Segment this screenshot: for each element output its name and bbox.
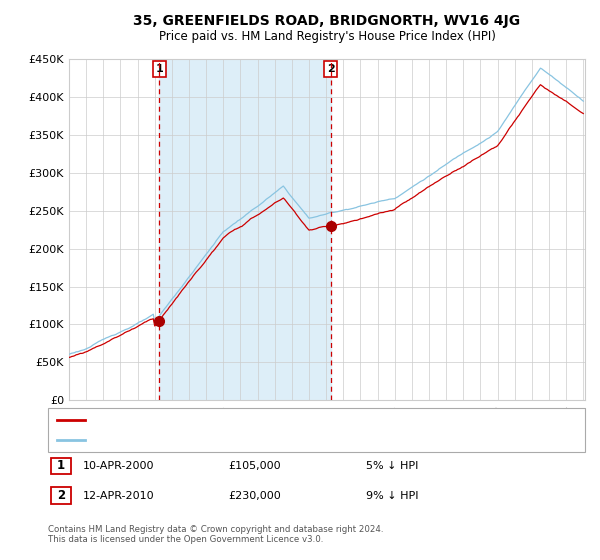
Text: 12-APR-2010: 12-APR-2010 [83, 491, 154, 501]
Text: HPI: Average price, detached house, Shropshire: HPI: Average price, detached house, Shro… [89, 435, 326, 445]
Text: 5% ↓ HPI: 5% ↓ HPI [366, 461, 418, 471]
Text: 35, GREENFIELDS ROAD, BRIDGNORTH, WV16 4JG (detached house): 35, GREENFIELDS ROAD, BRIDGNORTH, WV16 4… [89, 415, 429, 425]
Text: Price paid vs. HM Land Registry's House Price Index (HPI): Price paid vs. HM Land Registry's House … [158, 30, 496, 43]
Text: £230,000: £230,000 [228, 491, 281, 501]
Bar [160, 59, 331, 400]
Text: 9% ↓ HPI: 9% ↓ HPI [366, 491, 419, 501]
Text: 10-APR-2000: 10-APR-2000 [83, 461, 154, 471]
Text: 35, GREENFIELDS ROAD, BRIDGNORTH, WV16 4JG: 35, GREENFIELDS ROAD, BRIDGNORTH, WV16 4… [133, 14, 521, 28]
Text: 2: 2 [57, 489, 65, 502]
Text: £105,000: £105,000 [228, 461, 281, 471]
Text: 1: 1 [155, 64, 163, 74]
Text: 1: 1 [57, 459, 65, 473]
Text: 2: 2 [327, 64, 335, 74]
Text: Contains HM Land Registry data © Crown copyright and database right 2024.
This d: Contains HM Land Registry data © Crown c… [48, 525, 383, 544]
